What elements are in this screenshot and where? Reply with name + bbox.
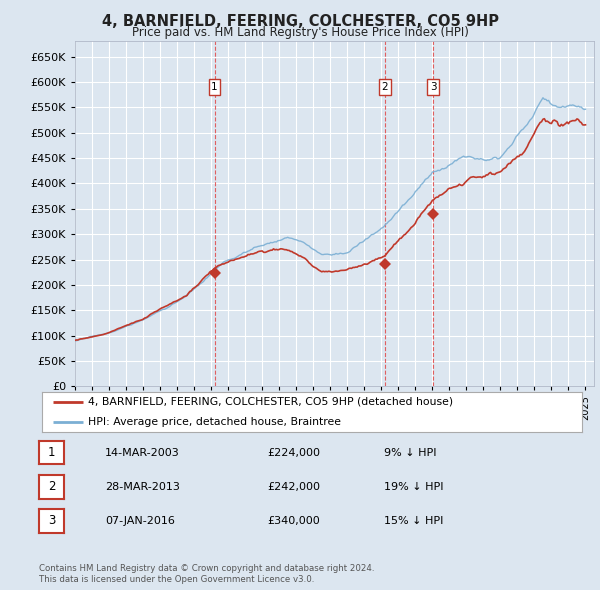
Text: 07-JAN-2016: 07-JAN-2016 [105,516,175,526]
Text: 4, BARNFIELD, FEERING, COLCHESTER, CO5 9HP (detached house): 4, BARNFIELD, FEERING, COLCHESTER, CO5 9… [88,397,453,407]
Text: HPI: Average price, detached house, Braintree: HPI: Average price, detached house, Brai… [88,417,341,427]
Text: Price paid vs. HM Land Registry's House Price Index (HPI): Price paid vs. HM Land Registry's House … [131,26,469,39]
Text: 15% ↓ HPI: 15% ↓ HPI [384,516,443,526]
Text: 1: 1 [48,446,55,459]
Text: 1: 1 [211,82,218,92]
Text: 14-MAR-2003: 14-MAR-2003 [105,448,180,457]
Text: 4, BARNFIELD, FEERING, COLCHESTER, CO5 9HP: 4, BARNFIELD, FEERING, COLCHESTER, CO5 9… [101,14,499,28]
Text: 3: 3 [48,514,55,527]
Text: 2: 2 [48,480,55,493]
Text: £242,000: £242,000 [267,482,320,491]
Text: 28-MAR-2013: 28-MAR-2013 [105,482,180,491]
Text: 2: 2 [382,82,388,92]
Text: 3: 3 [430,82,437,92]
Text: £224,000: £224,000 [267,448,320,457]
Text: This data is licensed under the Open Government Licence v3.0.: This data is licensed under the Open Gov… [39,575,314,584]
Text: 9% ↓ HPI: 9% ↓ HPI [384,448,437,457]
Text: 19% ↓ HPI: 19% ↓ HPI [384,482,443,491]
Text: Contains HM Land Registry data © Crown copyright and database right 2024.: Contains HM Land Registry data © Crown c… [39,565,374,573]
Text: £340,000: £340,000 [267,516,320,526]
